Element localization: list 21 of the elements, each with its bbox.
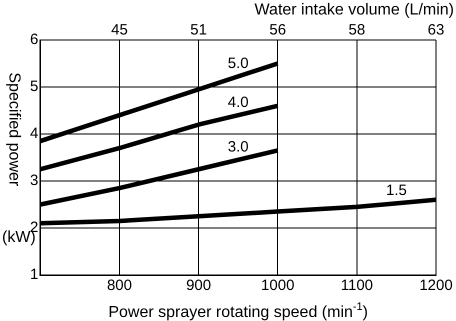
series-label: 3.0 — [228, 138, 249, 156]
series-label: 4.0 — [228, 94, 249, 111]
x-tick-label: 1200 — [419, 277, 453, 294]
x2-axis-title: Water intake volume (L/min) — [254, 1, 454, 18]
series-label: 5.0 — [228, 55, 249, 72]
x-tick-label: 1000 — [261, 277, 294, 294]
y-tick-label: 1 — [30, 266, 38, 284]
x-tick-label: 800 — [106, 277, 132, 294]
y-tick-label: 3 — [30, 172, 38, 190]
series-label: 1.5 — [386, 182, 407, 199]
y-tick-label: 5 — [30, 78, 38, 96]
y-axis-title: Specified power — [6, 72, 23, 187]
text: 45 — [111, 22, 128, 39]
text: 56 — [269, 22, 286, 39]
y-tick-label: 4 — [30, 125, 38, 142]
text: 58 — [348, 22, 366, 39]
x-tick-label: 900 — [186, 277, 212, 294]
x-tick-label: 1100 — [340, 277, 373, 294]
text: 51 — [190, 22, 207, 39]
y-tick-label: 6 — [30, 31, 38, 48]
text: 63 — [428, 22, 444, 39]
